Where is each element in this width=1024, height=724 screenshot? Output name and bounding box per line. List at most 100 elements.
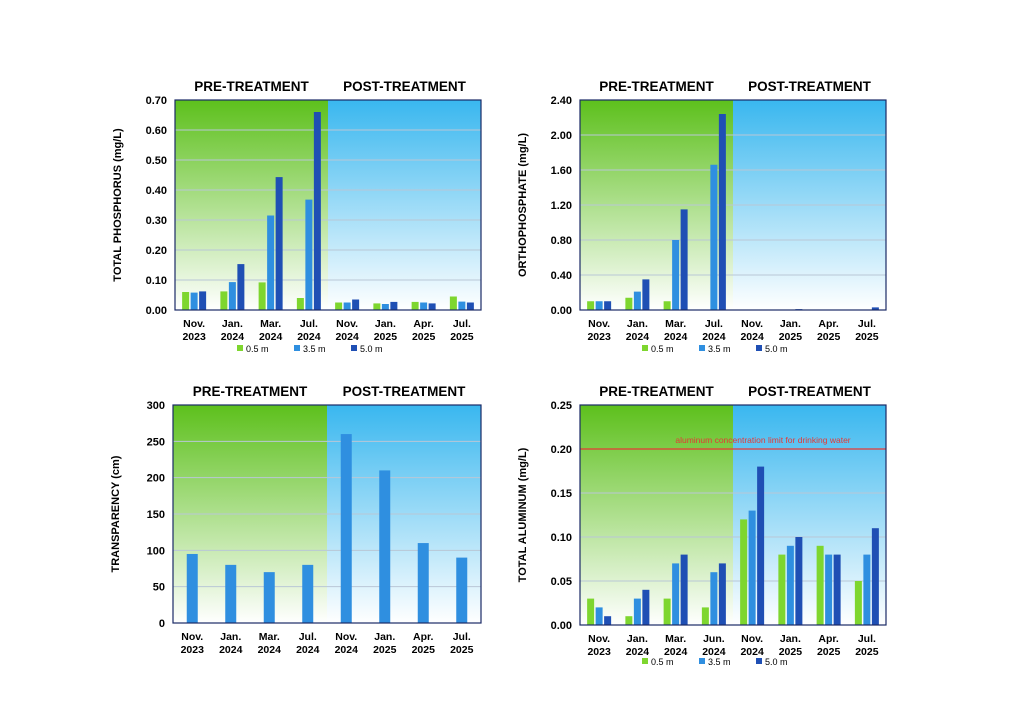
chart-orthophosphate: PRE-TREATMENT POST-TREATMENT 0.00 0.40 0.80 1… (517, 79, 887, 354)
bar-3-5-m-4 (343, 302, 351, 310)
x-tick-label-month: Jan. (220, 631, 241, 643)
limit-line-label: aluminum concentration limit for drinkin… (675, 435, 850, 445)
bar-3-5-m-3 (710, 572, 718, 625)
legend-label: 5.0 m (360, 344, 383, 354)
legend-label: 3.5 m (303, 344, 326, 354)
x-tick-label-month: Nov. (741, 633, 763, 645)
x-tick-label-year: 2024 (296, 644, 320, 656)
bar-0-5-m-1 (625, 297, 633, 310)
x-tick-label-month: Apr. (413, 318, 434, 330)
post-treatment-title: POST-TREATMENT (343, 384, 466, 399)
bar-3-5-m-1 (228, 282, 236, 310)
legend-swatch (756, 345, 762, 351)
chart-aluminum: PRE-TREATMENT POST-TREATMENT 0.00 0.05 0.10 0… (517, 384, 887, 667)
x-tick-label-month: Jul. (300, 318, 318, 330)
bar-0-5-m-4 (740, 519, 748, 625)
bar-5-0-m-3 (718, 114, 726, 310)
y-tick-label: 2.00 (551, 130, 572, 142)
bar-3-5-m-5 (786, 545, 794, 625)
pre-treatment-title: PRE-TREATMENT (599, 384, 714, 399)
bar-0-5-m-5 (778, 554, 786, 625)
x-tick-label-year: 2024 (259, 331, 283, 343)
x-tick-label-month: Jul. (858, 318, 876, 330)
y-tick-label: 0.30 (146, 215, 167, 227)
x-tick-label-month: Jun. (703, 633, 725, 645)
x-tick-label-year: 2024 (664, 646, 688, 658)
bar-transparency-1 (225, 564, 237, 623)
bar-5-0-m-2 (680, 554, 688, 625)
legend-label: 0.5 m (651, 657, 674, 667)
bar-3-5-m-7 (458, 301, 466, 310)
bar-3-5-m-3 (710, 164, 718, 310)
bar-0-5-m-1 (625, 616, 633, 625)
x-tick-label-month: Nov. (741, 318, 763, 330)
bar-5-0-m-3 (313, 112, 321, 310)
bar-5-0-m-6 (428, 303, 436, 310)
x-tick-label-year: 2024 (740, 331, 764, 343)
bar-0-5-m-0 (182, 292, 190, 310)
legend-label: 3.5 m (708, 657, 731, 667)
y-tick-label: 0.50 (146, 155, 167, 167)
x-tick-label-month: Jan. (780, 318, 801, 330)
bar-0-5-m-5 (373, 303, 381, 310)
y-tick-label: 0.10 (146, 275, 167, 287)
bar-transparency-0 (186, 553, 198, 623)
x-tick-label-year: 2024 (702, 646, 726, 658)
x-tick-label-year: 2023 (181, 644, 205, 656)
y-tick-label: 0.15 (551, 488, 572, 500)
x-tick-label-year: 2024 (702, 331, 726, 343)
y-tick-label: 0.25 (551, 400, 572, 412)
x-tick-label-month: Jul. (299, 631, 317, 643)
x-tick-label-month: Jul. (705, 318, 723, 330)
y-tick-label: 0.00 (551, 305, 572, 317)
post-treatment-title: POST-TREATMENT (748, 79, 871, 94)
x-tick-label-month: Jan. (375, 318, 396, 330)
y-axis-label: TOTAL PHOSPHORUS (mg/L) (112, 128, 124, 282)
bar-5-0-m-0 (199, 291, 207, 310)
chart-phosphorus: PRE-TREATMENT POST-TREATMENT 0.00 0.10 0.20 0… (112, 79, 482, 354)
bar-0-5-m-6 (411, 301, 419, 310)
y-tick-label: 0.10 (551, 532, 572, 544)
x-tick-label-year: 2025 (817, 331, 841, 343)
y-tick-label: 0.00 (146, 305, 167, 317)
x-tick-label-year: 2024 (221, 331, 245, 343)
legend-label: 5.0 m (765, 344, 788, 354)
bar-0-5-m-2 (258, 282, 266, 310)
bar-5-0-m-0 (604, 616, 612, 625)
pre-treatment-title: PRE-TREATMENT (194, 79, 309, 94)
pre-treatment-title: PRE-TREATMENT (193, 384, 308, 399)
x-tick-label-year: 2024 (335, 331, 359, 343)
bar-5-0-m-2 (275, 177, 283, 310)
x-tick-label-year: 2024 (297, 331, 321, 343)
y-tick-label: 0.60 (146, 125, 167, 137)
x-tick-label-year: 2024 (335, 644, 359, 656)
legend-swatch (294, 345, 300, 351)
x-tick-label-month: Nov. (335, 631, 357, 643)
y-axis-label: ORTHOPHOSPHATE (mg/L) (517, 133, 529, 277)
x-tick-label-month: Apr. (413, 631, 434, 643)
bar-5-0-m-5 (795, 537, 803, 625)
y-tick-label: 1.20 (551, 200, 572, 212)
plot-frame (579, 99, 887, 311)
legend-swatch (699, 658, 705, 664)
y-tick-label: 100 (147, 545, 165, 557)
bar-3-5-m-6 (825, 554, 833, 625)
plot-frame (579, 404, 887, 626)
legend-label: 0.5 m (246, 344, 269, 354)
y-tick-label: 0.20 (551, 444, 572, 456)
bar-3-5-m-4 (748, 510, 756, 625)
y-tick-label: 150 (147, 509, 165, 521)
x-tick-label-month: Jul. (453, 631, 471, 643)
bar-3-5-m-1 (633, 291, 641, 310)
bar-transparency-3 (302, 564, 314, 623)
x-tick-label-month: Jan. (780, 633, 801, 645)
x-tick-label-month: Mar. (260, 318, 281, 330)
bar-5-0-m-1 (237, 264, 245, 310)
y-tick-label: 300 (147, 400, 165, 412)
x-tick-label-year: 2025 (374, 331, 398, 343)
x-tick-label-month: Nov. (588, 318, 610, 330)
bar-0-5-m-6 (816, 545, 824, 625)
bar-3-5-m-5 (381, 304, 389, 310)
legend-label: 0.5 m (651, 344, 674, 354)
